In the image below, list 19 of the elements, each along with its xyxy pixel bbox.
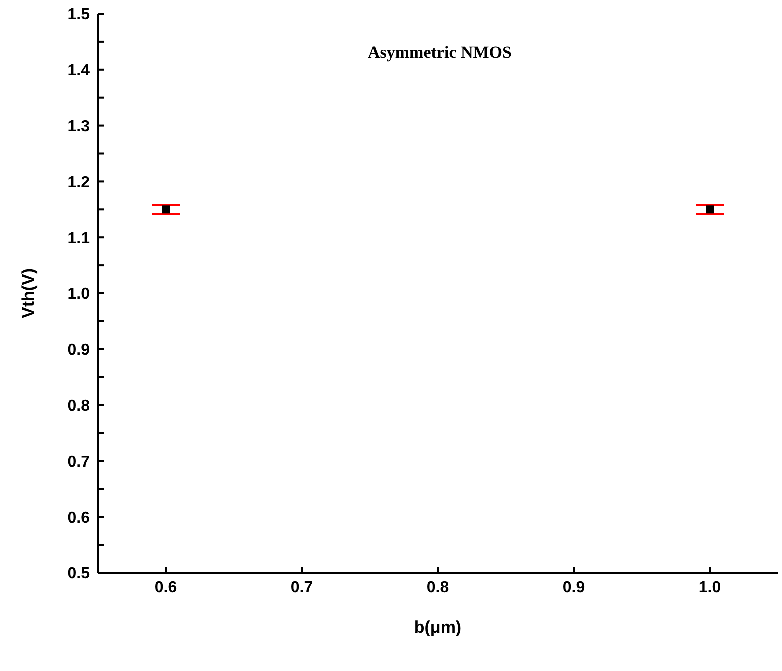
y-tick-label: 0.5 [68, 566, 90, 583]
y-tick-label: 0.8 [68, 398, 90, 415]
x-tick-label: 0.7 [290, 579, 314, 596]
y-tick-label: 0.9 [68, 342, 90, 360]
x-tick-label: 1.0 [698, 579, 722, 596]
x-tick-label: 0.9 [562, 579, 586, 596]
y-axis-title: Vth(V) [19, 268, 38, 319]
x-tick-label: 0.8 [426, 579, 450, 596]
y-tick-label: 1.4 [68, 62, 90, 80]
text: Asymmetric NMOS [368, 43, 512, 62]
x-axis-title: b(μm) [414, 618, 462, 637]
y-tick-label: 1.5 [68, 6, 90, 24]
y-tick-label: 0.6 [68, 510, 90, 527]
y-tick-label: 1.3 [68, 118, 90, 136]
x-tick-label: 0.6 [154, 579, 178, 596]
y-tick-label: 1.1 [68, 230, 90, 248]
y-tick-label: 1.0 [68, 286, 90, 304]
y-tick-label: 0.7 [68, 454, 90, 471]
y-tick-label: 1.2 [68, 174, 90, 192]
